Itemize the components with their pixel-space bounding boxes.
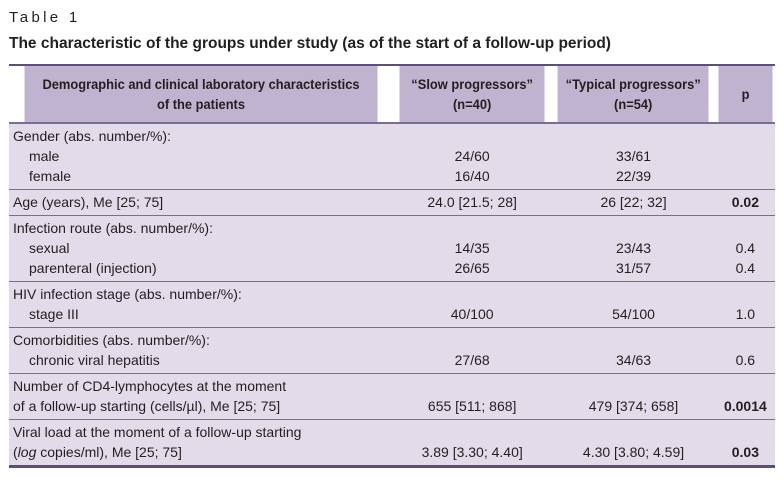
header-slow-progressors: “Slow progressors” (n=40): [399, 66, 545, 123]
row-label: Gender (abs. number/%): male female: [9, 123, 394, 190]
gender-female-typical: 22/39: [616, 168, 652, 184]
group-cd4: Number of CD4-lymphocytes at the moment …: [9, 373, 775, 420]
cd4-p: 0.0014: [723, 398, 767, 414]
header-p-value: p: [718, 66, 773, 123]
header-typical-line1: “Typical progressors”: [565, 76, 702, 92]
infection-parenteral-typical: 31/57: [616, 260, 652, 276]
gender-male-slow: 24/60: [454, 148, 490, 164]
table-row: Age (years), Me [25; 75] 24.0 [21.5; 28]…: [9, 189, 775, 216]
viral-label-log: log: [17, 444, 37, 460]
table-row: Number of CD4-lymphocytes at the moment …: [9, 373, 775, 420]
gender-label: Gender (abs. number/%):: [13, 128, 171, 144]
header-characteristics: Demographic and clinical laboratory char…: [24, 66, 378, 123]
comorb-hepatitis-p: 0.6: [735, 352, 756, 368]
viral-label-line2: (log copies/ml), Me [25; 75]: [13, 442, 389, 462]
table-row: HIV infection stage (abs. number/%): sta…: [9, 281, 775, 328]
infection-sexual-slow: 14/35: [454, 240, 490, 256]
typical-values: 33/61 22/39: [551, 123, 716, 190]
gender-male-label: male: [29, 148, 60, 164]
header-typical-line2: (n=54): [614, 96, 653, 112]
header-slow-line2: (n=40): [453, 96, 492, 112]
gender-female-p: [720, 166, 771, 186]
hiv-stage3-typical: 54/100: [612, 306, 655, 322]
group-viral-load: Viral load at the moment of a follow-up …: [9, 419, 775, 467]
characteristics-table: Demographic and clinical laboratory char…: [9, 66, 775, 468]
gender-female-slow: 16/40: [454, 168, 490, 184]
infection-sexual-p: 0.4: [735, 240, 756, 256]
gender-male-typical: 33/61: [616, 148, 652, 164]
gender-female-label: female: [29, 168, 72, 184]
slow-values: 24/60 16/40: [393, 123, 552, 190]
gender-male-p: [720, 146, 771, 166]
viral-typical: 4.30 [3.80; 4.59]: [582, 444, 685, 460]
hiv-label: HIV infection stage (abs. number/%):: [13, 286, 242, 302]
hiv-stage3-slow: 40/100: [450, 306, 494, 322]
viral-label-line1: Viral load at the moment of a follow-up …: [13, 424, 302, 440]
header-slow-line1: “Slow progressors”: [411, 76, 534, 92]
p-values: [715, 123, 775, 190]
table-row: Comorbidities (abs. number/%): chronic v…: [9, 327, 775, 374]
comorb-label: Comorbidities (abs. number/%):: [13, 332, 210, 348]
hiv-stage3-label: stage III: [29, 306, 79, 322]
viral-p: 0.03: [731, 444, 759, 460]
viral-slow: 3.89 [3.30; 4.40]: [421, 444, 523, 460]
age-p: 0.02: [731, 194, 759, 210]
header-characteristics-line2: of the patients: [156, 96, 246, 112]
infection-label: Infection route (abs. number/%):: [13, 220, 213, 236]
table-header: Demographic and clinical laboratory char…: [9, 66, 775, 123]
infection-sexual-typical: 23/43: [616, 240, 652, 256]
age-typical: 26 [22; 32]: [600, 194, 667, 210]
header-characteristics-line1: Demographic and clinical laboratory char…: [42, 76, 360, 92]
viral-label-open-paren: (: [13, 444, 18, 460]
cd4-label-line2: of a follow-up starting (cells/µl), Me […: [13, 398, 281, 414]
infection-sexual-label: sexual: [29, 240, 70, 256]
table-title: The characteristic of the groups under s…: [9, 35, 611, 52]
cd4-typical: 479 [374; 658]: [588, 398, 679, 414]
cd4-label-line1: Number of CD4-lymphocytes at the moment: [13, 378, 287, 394]
cd4-slow: 655 [511; 868]: [427, 398, 517, 414]
table-row: Infection route (abs. number/%): sexual …: [9, 215, 775, 282]
table-row: Viral load at the moment of a follow-up …: [9, 419, 775, 467]
group-age: Age (years), Me [25; 75] 24.0 [21.5; 28]…: [9, 189, 775, 216]
comorb-hepatitis-slow: 27/68: [454, 352, 490, 368]
table-row: Gender (abs. number/%): male female 24/6…: [9, 123, 775, 190]
header-typical-progressors: “Typical progressors” (n=54): [557, 66, 710, 123]
age-slow: 24.0 [21.5; 28]: [427, 194, 517, 210]
group-hiv-stage: HIV infection stage (abs. number/%): sta…: [9, 281, 775, 328]
infection-parenteral-p: 0.4: [735, 260, 756, 276]
group-gender: Gender (abs. number/%): male female 24/6…: [9, 123, 775, 190]
comorb-hepatitis-label: chronic viral hepatitis: [29, 352, 160, 368]
table-top-border: [9, 64, 775, 66]
infection-parenteral-slow: 26/65: [454, 260, 490, 276]
viral-label-rest: copies/ml), Me [25; 75]: [36, 444, 182, 460]
infection-parenteral-label: parenteral (injection): [29, 260, 157, 276]
table-label: Table 1: [9, 9, 81, 26]
comorb-hepatitis-typical: 34/63: [616, 352, 652, 368]
group-infection-route: Infection route (abs. number/%): sexual …: [9, 215, 775, 282]
age-label: Age (years), Me [25; 75]: [13, 194, 164, 210]
group-comorbidities: Comorbidities (abs. number/%): chronic v…: [9, 327, 775, 374]
hiv-stage3-p: 1.0: [735, 306, 756, 322]
